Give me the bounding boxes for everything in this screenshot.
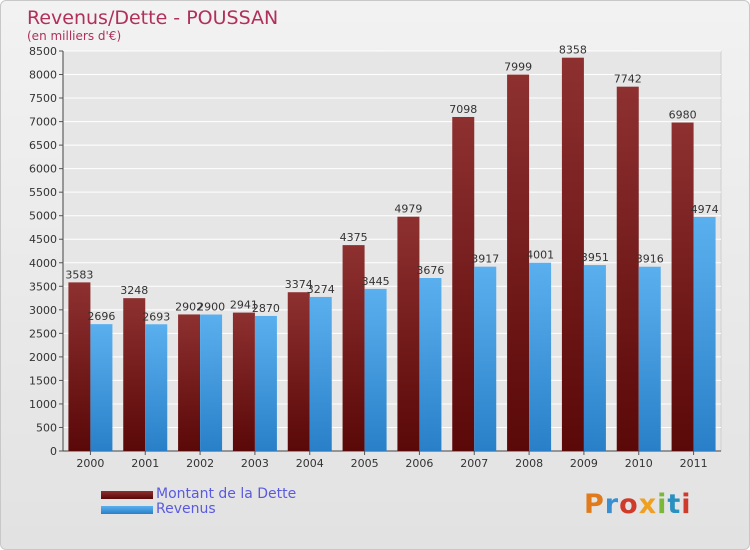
x-tick-label: 2011: [680, 457, 708, 470]
value-label-revenus: 3951: [581, 251, 609, 264]
bar-dette: [342, 245, 365, 451]
x-tick-label: 2003: [241, 457, 269, 470]
plot-area: [62, 50, 722, 452]
logo-letter: r: [604, 489, 620, 520]
value-label-dette: 2941: [230, 299, 258, 312]
bar-dette: [561, 57, 584, 452]
logo-letter: i: [681, 489, 692, 520]
value-label-revenus: 2870: [252, 302, 280, 315]
y-tick-label: 6500: [29, 139, 57, 152]
x-tick-label: 2009: [570, 457, 598, 470]
x-tick-label: 2001: [131, 457, 159, 470]
bar-revenus: [200, 314, 223, 451]
y-tick-label: 3500: [29, 280, 57, 293]
bar-dette: [507, 74, 530, 451]
bar-revenus: [419, 278, 442, 451]
y-tick-label: 5000: [29, 210, 57, 223]
legend-label-revenus: Revenus: [156, 501, 216, 517]
bar-dette: [287, 292, 310, 451]
value-label-revenus: 2693: [142, 310, 170, 323]
x-tick-label: 2005: [351, 457, 379, 470]
x-tick-label: 2000: [76, 457, 104, 470]
y-tick-label: 7000: [29, 116, 57, 129]
x-tick-label: 2007: [460, 457, 488, 470]
value-label-dette: 7098: [449, 103, 477, 116]
bar-dette: [452, 116, 475, 451]
legend-label-dette: Montant de la Dette: [156, 486, 297, 502]
bar-dette: [397, 216, 420, 451]
bar-revenus: [638, 266, 661, 451]
logo-letter: i: [657, 489, 668, 520]
value-label-dette: 8358: [559, 44, 587, 57]
y-tick-label: 4000: [29, 257, 57, 270]
value-label-dette: 4375: [340, 231, 368, 244]
bar-revenus: [90, 324, 113, 451]
y-tick-label: 8500: [29, 45, 57, 58]
bar-revenus: [529, 262, 552, 451]
value-label-dette: 2902: [175, 300, 203, 313]
logo-letter: o: [619, 489, 639, 520]
y-tick-label: 1000: [29, 398, 57, 411]
y-tick-label: 0: [50, 445, 57, 458]
value-label-revenus: 3916: [636, 253, 664, 266]
chart-title: Revenus/Dette - POUSSAN: [27, 7, 279, 29]
bar-dette: [123, 298, 146, 451]
legend-swatch-dette: [101, 491, 153, 499]
y-tick-label: 5500: [29, 186, 57, 199]
bar-dette: [178, 314, 201, 451]
bar-dette: [232, 312, 255, 451]
y-tick-label: 3000: [29, 304, 57, 317]
bar-revenus: [474, 266, 497, 451]
value-label-revenus: 3917: [471, 253, 499, 266]
value-label-revenus: 2900: [197, 301, 225, 314]
x-tick-label: 2002: [186, 457, 214, 470]
value-label-dette: 4979: [394, 203, 422, 216]
y-tick-label: 2000: [29, 351, 57, 364]
value-label-dette: 3374: [285, 278, 313, 291]
logo-letter: t: [667, 489, 682, 520]
y-tick-label: 500: [36, 421, 57, 434]
x-tick-label: 2004: [296, 457, 324, 470]
y-tick-label: 8000: [29, 69, 57, 82]
x-tick-label: 2006: [405, 457, 433, 470]
value-label-revenus: 3445: [362, 275, 390, 288]
bar-revenus: [693, 216, 716, 451]
y-tick-label: 7500: [29, 92, 57, 105]
value-label-dette: 3583: [65, 268, 93, 281]
bar-revenus: [309, 296, 332, 451]
value-label-dette: 7742: [614, 73, 642, 86]
value-label-dette: 3248: [120, 284, 148, 297]
bar-dette: [671, 122, 694, 451]
value-label-revenus: 3676: [416, 264, 444, 277]
bar-dette: [616, 86, 639, 451]
bar-revenus: [145, 324, 168, 451]
logo-letter: P: [584, 489, 605, 520]
y-tick-label: 2500: [29, 327, 57, 340]
value-label-dette: 7999: [504, 61, 532, 74]
chart-subtitle: (en milliers d'€): [27, 29, 122, 43]
bar-revenus: [364, 288, 387, 451]
value-label-revenus: 4974: [691, 203, 719, 216]
logo-letter: x: [638, 489, 658, 520]
y-tick-label: 4500: [29, 233, 57, 246]
bar-revenus: [583, 265, 606, 451]
x-tick-label: 2010: [625, 457, 653, 470]
x-tick-label: 2008: [515, 457, 543, 470]
value-label-dette: 6980: [669, 109, 697, 122]
y-tick-label: 1500: [29, 374, 57, 387]
bar-dette: [68, 282, 91, 451]
value-label-revenus: 3274: [307, 283, 335, 296]
value-label-revenus: 4001: [526, 249, 554, 262]
y-tick-label: 6000: [29, 163, 57, 176]
proxiti-logo[interactable]: Proxiti: [584, 489, 692, 520]
value-label-revenus: 2696: [87, 310, 115, 323]
bar-revenus: [254, 315, 277, 451]
legend-swatch-revenus: [101, 506, 153, 514]
